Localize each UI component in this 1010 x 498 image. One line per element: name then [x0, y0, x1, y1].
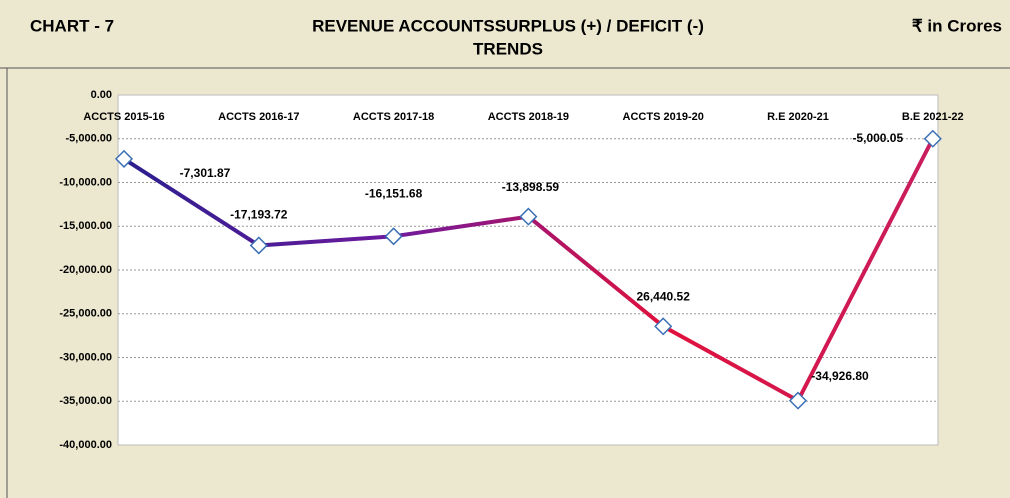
data-label: -34,926.80: [811, 369, 869, 383]
x-tick-label: B.E 2021-22: [902, 111, 964, 123]
marker: [923, 129, 942, 148]
marker: [519, 207, 538, 226]
data-label: -13,898.59: [502, 180, 560, 194]
data-label: -5,000.05: [852, 131, 903, 145]
data-label: 26,440.52: [637, 290, 691, 304]
x-tick-label: ACCTS 2017-18: [353, 111, 434, 123]
y-tick-label: -5,000.00: [66, 133, 112, 145]
y-tick-label: -20,000.00: [59, 264, 112, 276]
y-tick-label: -30,000.00: [59, 351, 112, 363]
marker: [249, 236, 268, 255]
x-tick-label: R.E 2020-21: [767, 111, 829, 123]
y-tick-label: 0.00: [91, 89, 112, 101]
y-tick-label: -40,000.00: [59, 439, 112, 451]
data-label: -7,301.87: [180, 166, 231, 180]
x-tick-label: ACCTS 2019-20: [623, 111, 704, 123]
x-tick-label: ACCTS 2018-19: [488, 111, 569, 123]
marker: [788, 391, 808, 410]
y-tick-label: -35,000.00: [59, 395, 112, 407]
x-tick-label: ACCTS 2016-17: [218, 111, 299, 123]
y-tick-label: -10,000.00: [59, 176, 112, 188]
data-label: -16,151.68: [365, 186, 423, 200]
y-tick-label: -15,000.00: [59, 220, 112, 232]
data-label: -17,193.72: [230, 208, 288, 222]
y-tick-label: -25,000.00: [59, 308, 112, 320]
marker: [384, 227, 403, 246]
unit-note: ₹ in Crores: [912, 16, 1002, 35]
chart-number: CHART - 7: [30, 16, 114, 35]
marker: [654, 317, 673, 336]
x-tick-label: ACCTS 2015-16: [83, 111, 164, 123]
chart-subtitle: TRENDS: [473, 39, 543, 58]
chart-title: REVENUE ACCOUNTSSURPLUS (+) / DEFICIT (-…: [312, 16, 704, 35]
marker: [114, 149, 134, 168]
